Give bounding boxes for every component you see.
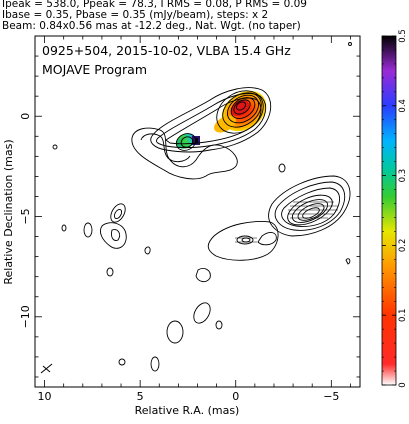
x-axis-label: Relative R.A. (mas) — [135, 404, 240, 417]
x-tick-label: 0 — [232, 390, 239, 403]
map-title: 0925+504, 2015-10-02, VLBA 15.4 GHz — [42, 43, 291, 58]
x-tick-label: 5 — [137, 390, 144, 403]
colorbar-tick-label: 0 — [398, 382, 408, 387]
map-subtitle: MOJAVE Program — [42, 62, 147, 77]
noise-contours — [52, 42, 352, 372]
jet-knot-core — [195, 138, 198, 143]
x-axis-tick-labels: 10 5 0 −5 — [38, 390, 340, 403]
jet-feature-contours — [207, 175, 351, 261]
y-axis-label: Relative Declination (mas) — [2, 139, 15, 284]
colorbar-tick-label: 0.4 — [398, 99, 408, 113]
colorbar-tick-label: 0.2 — [398, 239, 408, 253]
y-tick-label: −5 — [19, 208, 32, 224]
colorbar-ticks: 0 0.1 0.2 0.3 0.4 0.5 — [382, 29, 408, 388]
jet-feature-hatch — [235, 201, 338, 243]
colorbar-tick-label: 0.3 — [398, 169, 408, 183]
x-axis-ticks — [44, 36, 351, 387]
y-tick-label: −10 — [19, 305, 32, 328]
core-contours — [131, 87, 272, 180]
plot-frame — [34, 35, 361, 388]
y-axis-tick-labels: 0 −5 −10 — [19, 113, 32, 329]
header-line-1: Ipeak = 538.0, Ppeak = 78.3, I RMS = 0.0… — [2, 0, 307, 10]
x-tick-label: 10 — [38, 390, 52, 403]
y-axis-ticks — [35, 35, 360, 378]
beam-marker — [40, 363, 53, 374]
header-line-3: Beam: 0.84x0.56 mas at -12.2 deg., Nat. … — [2, 20, 301, 32]
header-line-2: Ibase = 0.35, Pbase = 0.35 (mJy/beam), s… — [2, 9, 269, 21]
y-tick-label: 0 — [19, 113, 32, 120]
colorbar-tick-label: 0.1 — [398, 308, 408, 322]
colorbar — [381, 35, 397, 386]
colorbar-tick-label: 0.5 — [398, 29, 408, 43]
x-tick-label: −5 — [323, 390, 339, 403]
